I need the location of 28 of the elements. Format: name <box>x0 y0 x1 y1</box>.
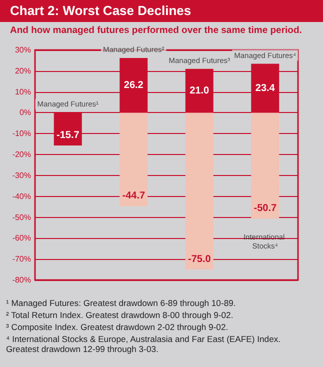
y-tick-label: -50% <box>12 212 31 222</box>
data-label: 23.4 <box>255 82 276 94</box>
text: ³ Composite Index. Greatest drawdown 2-02 through 9-02. <box>6 322 230 332</box>
y-tick-label: -10% <box>12 129 31 138</box>
y-tick-label: 0% <box>19 108 31 118</box>
y-tick-label: 10% <box>14 87 31 96</box>
y-tick-label: -40% <box>12 192 31 201</box>
data-label: 26.2 <box>124 80 144 91</box>
data-label: -50.7 <box>254 203 277 214</box>
text: ² Total Return Index. Greatest drawdown 8-00 through 9-02. <box>6 310 234 320</box>
text: ¹ Managed Futures: Greatest drawdown 6-89 through 10-89. <box>6 298 237 308</box>
data-label: -44.7 <box>122 190 146 202</box>
y-tick-label: -70% <box>12 254 31 264</box>
bar <box>185 112 214 270</box>
bar <box>251 112 280 219</box>
data-label: -75.0 <box>188 254 212 266</box>
bar <box>120 112 148 206</box>
y-tick-label: -20% <box>12 150 31 160</box>
y-tick-label: 30% <box>14 46 31 54</box>
y-tick-label: -60% <box>12 234 31 243</box>
chart-subtitle: And how managed futures performed over the same time period. <box>9 24 303 36</box>
y-tick-label: -80% <box>12 276 31 284</box>
y-tick-label: 20% <box>14 66 31 76</box>
data-label: -15.7 <box>56 130 80 142</box>
text: ⁴ International Stocks & Europe, Australasia and Far East (EAFE) Index. Greatest drawdown 12-99 through 3-03. <box>6 334 282 354</box>
chart-title: Chart 2: Worst Case Declines <box>0 0 323 22</box>
data-label: 21.0 <box>190 85 210 96</box>
y-tick-label: -30% <box>12 170 31 180</box>
